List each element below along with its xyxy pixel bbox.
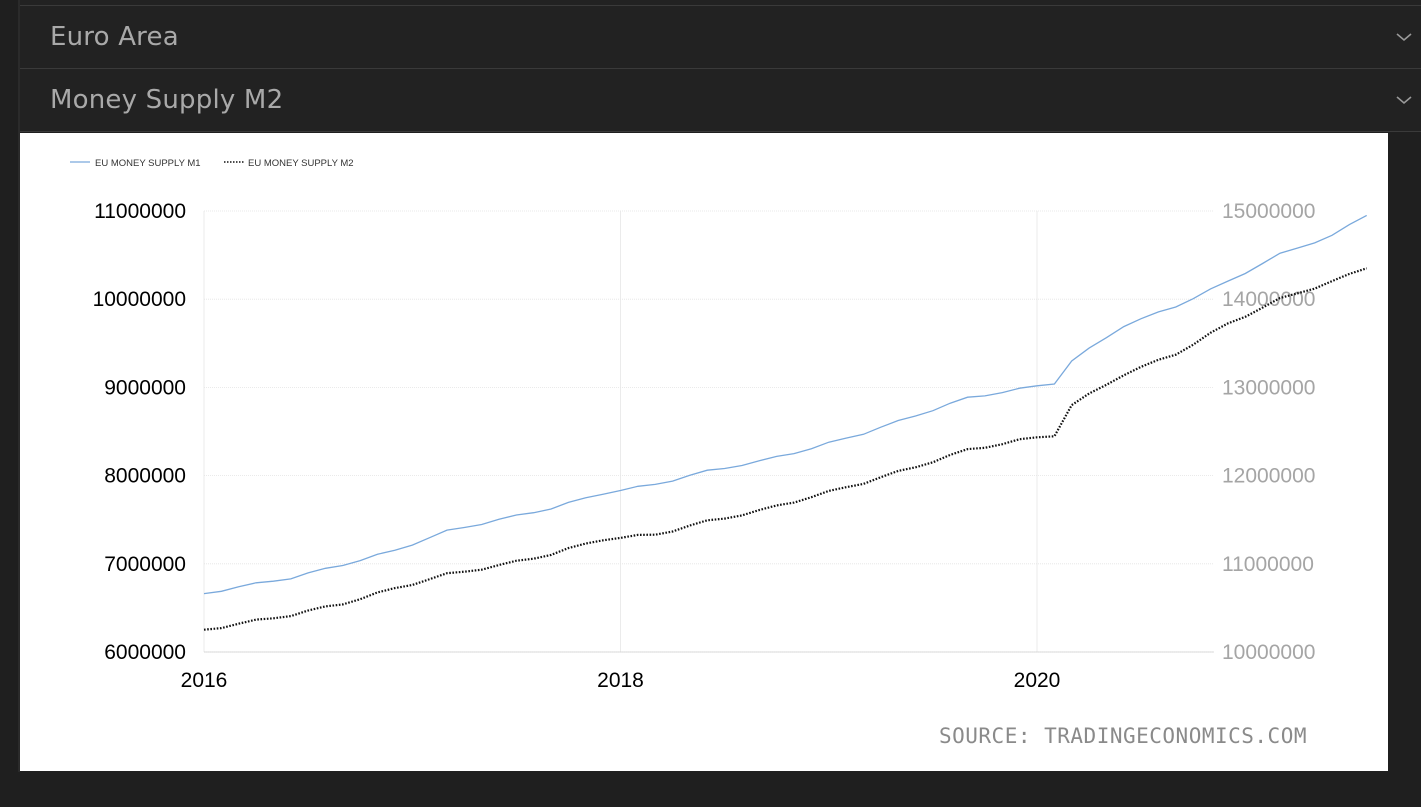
chart-legend: EU MONEY SUPPLY M1 EU MONEY SUPPLY M2	[70, 158, 354, 169]
chart-grid	[203, 210, 1214, 653]
y-left-tick-label: 6000000	[104, 641, 186, 664]
indicator-selector-label: Money Supply M2	[50, 85, 284, 115]
country-selector-label: Euro Area	[50, 22, 179, 52]
indicator-selector[interactable]: Money Supply M2	[20, 69, 1421, 132]
y-right-tick-label: 11000000	[1222, 553, 1314, 576]
y-right-tick-label: 10000000	[1222, 641, 1315, 664]
y-right-tick-label: 12000000	[1222, 465, 1315, 488]
legend-m2-label: EU MONEY SUPPLY M2	[248, 158, 354, 169]
x-tick-label: 2018	[597, 669, 644, 692]
y-left-tick-label: 7000000	[104, 553, 186, 576]
x-tick-label: 2016	[181, 669, 228, 692]
y-right-tick-label: 13000000	[1222, 376, 1315, 399]
y-left-tick-label: 10000000	[93, 288, 186, 311]
chevron-down-icon	[1387, 83, 1421, 117]
y-right-tick-label: 15000000	[1222, 200, 1315, 223]
source-label: SOURCE: TRADINGECONOMICS.COM	[939, 724, 1307, 748]
selector-panel: Euro Area Money Supply M2	[20, 6, 1421, 132]
top-divider	[20, 0, 1421, 6]
chevron-down-icon	[1387, 20, 1421, 54]
series-line-m1	[203, 214, 1368, 595]
x-tick-label: 2020	[1014, 669, 1061, 692]
chart-container: EU MONEY SUPPLY M1 EU MONEY SUPPLY M2 11…	[20, 133, 1388, 771]
series-line-m2	[203, 267, 1368, 631]
legend-m1-label: EU MONEY SUPPLY M1	[95, 158, 201, 169]
chart-axes: 11000000 10000000 9000000 8000000 7000000 600…	[93, 200, 1316, 692]
chart-lines	[203, 214, 1368, 631]
y-left-tick-label: 8000000	[104, 465, 186, 488]
y-left-tick-label: 11000000	[94, 200, 186, 223]
money-supply-chart: EU MONEY SUPPLY M1 EU MONEY SUPPLY M2 11…	[70, 158, 1368, 748]
y-left-tick-label: 9000000	[104, 376, 186, 399]
country-selector[interactable]: Euro Area	[20, 6, 1421, 69]
panel-left-border	[18, 0, 20, 772]
